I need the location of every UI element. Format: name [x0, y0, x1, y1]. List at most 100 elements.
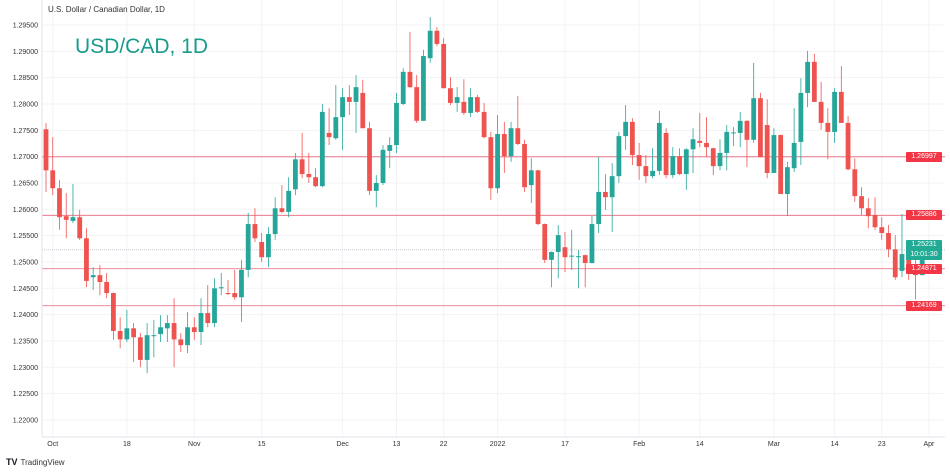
price-tick-label: 1.23000: [13, 365, 38, 372]
time-tick-label: 2022: [490, 441, 506, 448]
symbol-watermark: USD/CAD, 1D: [75, 35, 209, 58]
candle-down: [886, 225, 891, 258]
candle-down: [629, 118, 635, 166]
candle-body: [785, 167, 790, 195]
candle-down: [111, 292, 116, 340]
candle-body: [360, 92, 366, 129]
candle-body: [650, 170, 655, 177]
candle-up: [731, 127, 736, 147]
candle-up: [198, 298, 204, 346]
time-axis[interactable]: Oct 18 Nov 15 Dec 13 22 2022 17 Feb 14 Mar 14 23 Apr: [42, 436, 945, 448]
candle-body: [811, 61, 817, 102]
candle-up: [724, 125, 730, 171]
candle-down: [535, 169, 541, 226]
tradingview-logo[interactable]: TV TradingView: [6, 457, 65, 467]
candle-down: [191, 317, 197, 340]
candle-up: [319, 103, 325, 188]
candle-up: [185, 311, 190, 354]
candle-body: [158, 327, 163, 335]
candle-body: [555, 235, 561, 252]
tradingview-brand: TradingView: [20, 457, 65, 467]
candle-down: [97, 265, 103, 296]
candle-body: [57, 188, 62, 218]
candle-body: [198, 313, 204, 333]
candle-body: [865, 208, 871, 217]
candle-up: [805, 50, 811, 108]
current-price-tag: 1.25231 10:01:30: [906, 239, 942, 260]
candle-up: [596, 157, 602, 234]
candle-body: [495, 134, 500, 189]
candle-down: [879, 217, 885, 240]
candle-body: [70, 217, 76, 221]
candle-up: [555, 225, 561, 279]
candle-down: [259, 233, 265, 262]
candle-down: [407, 31, 413, 89]
candle-up: [340, 88, 345, 150]
candle-up: [70, 184, 76, 224]
time-tick-label: 14: [831, 441, 839, 448]
candle-down: [63, 192, 69, 239]
candle-body: [205, 313, 211, 324]
time-tick-label: Oct: [47, 441, 58, 448]
bar-countdown: 10:01:30: [910, 250, 938, 258]
candle-body: [677, 156, 682, 175]
candle-up: [690, 128, 696, 173]
candle-up: [164, 315, 170, 343]
candle-up: [528, 158, 534, 203]
price-level-tag: 1.26997: [906, 151, 942, 162]
candle-body: [373, 182, 379, 191]
candle-down: [582, 254, 588, 288]
candle-down: [603, 174, 608, 210]
candle-body: [609, 176, 615, 198]
candle-body: [333, 117, 339, 139]
candle-body: [90, 275, 96, 278]
candle-up: [899, 214, 905, 278]
candle-body: [97, 275, 103, 282]
candle-body: [77, 217, 83, 239]
candle-down: [562, 231, 568, 272]
candle-body: [245, 224, 251, 270]
candle-up: [353, 75, 359, 133]
candle-up: [272, 197, 278, 240]
candle-body: [239, 269, 244, 298]
candle-body: [319, 111, 325, 187]
candle-body: [764, 125, 770, 173]
candle-body: [441, 43, 447, 89]
time-tick-label: Mar: [768, 441, 781, 448]
candle-body: [266, 234, 271, 258]
candle-up: [798, 78, 804, 166]
price-tick-label: 1.25000: [13, 259, 38, 266]
candle-down: [434, 27, 440, 47]
candle-down: [501, 121, 507, 173]
candle-down: [57, 179, 62, 230]
candle-body: [751, 98, 757, 140]
candle-body: [818, 101, 824, 123]
price-tick-label: 1.24000: [13, 312, 38, 319]
time-tick-label: 15: [258, 441, 266, 448]
candle-body: [737, 120, 743, 133]
price-axis[interactable]: 1.29500 1.29000 1.28500 1.28000 1.27500 1.270…: [13, 0, 43, 437]
candle-body: [252, 224, 258, 239]
candle-body: [528, 170, 534, 186]
candle-up: [421, 49, 426, 121]
time-tick-label: 23: [878, 441, 886, 448]
candle-body: [313, 177, 318, 187]
time-tick-label: 18: [123, 441, 131, 448]
candle-down: [838, 66, 844, 123]
candle-up: [650, 148, 655, 179]
time-tick-label: Apr: [923, 441, 935, 448]
candle-up: [266, 227, 271, 268]
candle-down: [461, 79, 467, 116]
candle-up: [144, 323, 150, 374]
time-tick-label: Feb: [633, 441, 645, 448]
price-tick-label: 1.26500: [13, 180, 38, 187]
candle-body: [407, 71, 413, 88]
candle-up: [218, 273, 224, 296]
candle-body: [414, 87, 420, 121]
candle-body: [508, 128, 514, 157]
price-tick-label: 1.27000: [13, 154, 38, 161]
candle-up: [151, 319, 157, 358]
price-tick-label: 1.27500: [13, 128, 38, 135]
price-level-lines[interactable]: [42, 156, 945, 307]
